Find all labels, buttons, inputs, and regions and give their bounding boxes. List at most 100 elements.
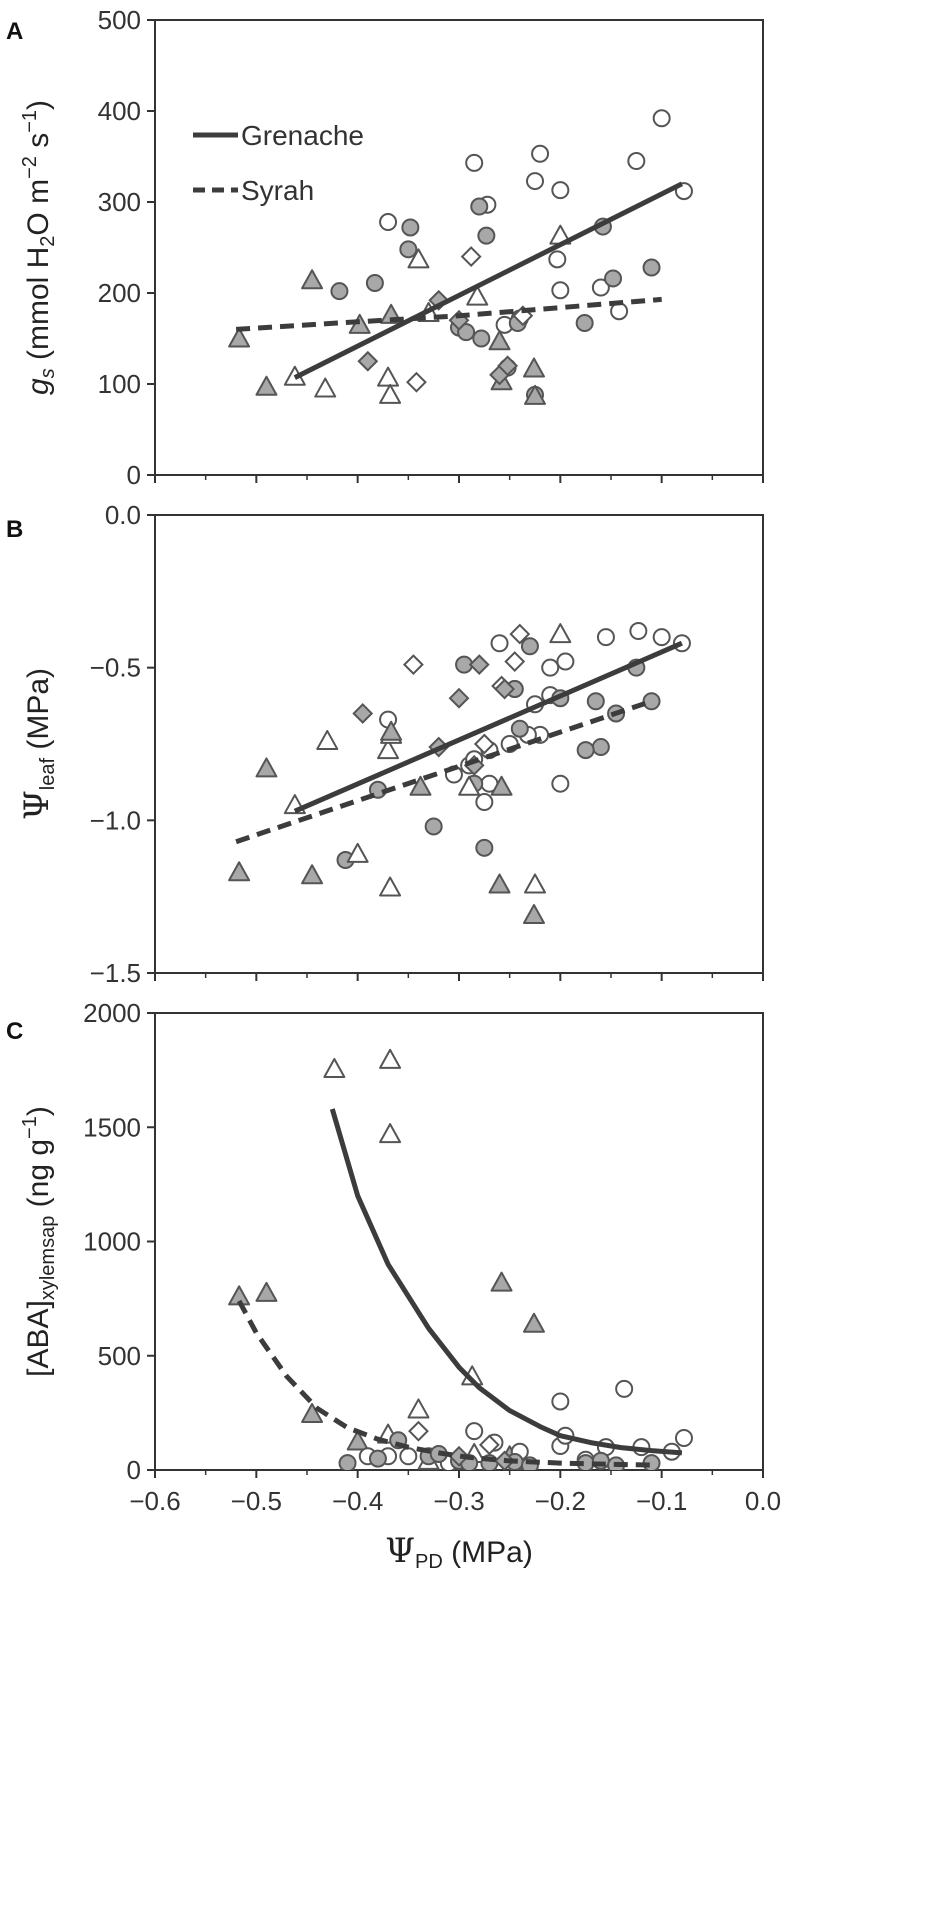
y-axis-title: gs (mmol H2O m−2 s−1) [19, 100, 59, 395]
x-tick-label: −0.2 [535, 1486, 586, 1516]
triangle-marker-gray [301, 269, 324, 290]
grenache-fit-line [293, 640, 683, 814]
x-axis-title: ΨPD (MPa) [385, 1531, 533, 1573]
legend: Grenache Syrah [193, 120, 364, 206]
triangle-marker-gray [228, 861, 251, 882]
circle-marker-gray [586, 692, 605, 711]
diamond-marker-gray [357, 350, 379, 372]
circle-marker-gray [575, 314, 594, 333]
triangle-marker-gray [490, 1271, 513, 1292]
circle-marker-white [551, 281, 570, 300]
triangle-marker-white [458, 775, 481, 796]
circle-marker-white [379, 213, 398, 232]
triangle-marker-gray [522, 357, 545, 378]
diamond-marker-white [504, 651, 526, 672]
y-tick-label: 0.0 [105, 500, 141, 530]
y-tick-label: 2000 [83, 998, 141, 1028]
plot-area [228, 622, 691, 924]
legend-label: Syrah [241, 175, 314, 206]
diamond-marker-white [509, 623, 531, 645]
y-tick-label: 300 [98, 187, 141, 217]
triangle-marker-white [379, 876, 402, 897]
triangle-marker-gray [255, 757, 278, 778]
circle-marker-gray [401, 218, 420, 237]
circle-marker-white [475, 793, 494, 812]
circle-marker-white [596, 628, 615, 647]
circle-marker-white [490, 634, 509, 653]
circle-marker-gray [604, 269, 623, 288]
circle-marker-gray [330, 282, 349, 301]
legend-label: Grenache [241, 120, 364, 151]
grenache-fit-line [293, 181, 684, 380]
x-tick-label: −0.5 [231, 1486, 282, 1516]
circle-marker-gray [338, 1454, 357, 1470]
syrah-fit-line [235, 698, 653, 845]
y-tick-label: 1000 [83, 1227, 141, 1257]
circle-marker-gray [365, 273, 384, 292]
circle-marker-white [652, 628, 671, 647]
triangle-marker-gray [380, 720, 403, 741]
circle-marker-gray [457, 323, 476, 342]
triangle-marker-white [379, 1123, 402, 1144]
circle-marker-white [627, 152, 646, 171]
triangle-marker-gray [228, 327, 251, 348]
plot-frame [154, 514, 764, 974]
triangle-marker-gray [524, 384, 546, 405]
x-tick-label: 0.0 [745, 1486, 781, 1516]
diamond-marker-gray [468, 654, 490, 676]
diamond-marker-white [406, 371, 427, 393]
panel-letter: C [6, 1018, 23, 1045]
triangle-marker-white [466, 285, 489, 306]
triangle-marker-gray [488, 873, 511, 894]
circle-marker-gray [642, 258, 661, 277]
circle-marker-gray [520, 637, 539, 656]
triangle-marker-white [377, 366, 400, 387]
x-tick-label: −0.6 [129, 1486, 180, 1516]
circle-marker-white [465, 153, 484, 172]
diamond-marker-gray [497, 355, 519, 377]
y-tick-label: −0.5 [90, 653, 141, 683]
plot-area [228, 1048, 693, 1470]
circle-marker-white [591, 278, 610, 297]
triangle-marker-white [346, 842, 369, 863]
y-axis-title: Ψleaf (MPa) [17, 668, 59, 820]
panel-a: A 0 100 200 300 400 500 gs (mmol H2O m−2 s−1) Gr… [6, 5, 764, 490]
circle-marker-gray [642, 692, 661, 711]
grenache-fit-line [329, 1108, 683, 1456]
circle-marker-white [551, 1392, 570, 1411]
circle-marker-white [531, 144, 550, 163]
circle-marker-gray [475, 838, 494, 857]
circle-marker-gray [510, 719, 529, 738]
circle-marker-white [615, 1379, 634, 1398]
circle-marker-gray [477, 226, 496, 245]
y-tick-label: 400 [98, 96, 141, 126]
triangle-marker-gray [522, 903, 545, 924]
circle-marker-white [548, 250, 567, 269]
circle-marker-white [556, 652, 575, 671]
circle-marker-white [541, 658, 560, 677]
circle-marker-white [629, 622, 648, 641]
panel-letter: B [6, 516, 23, 543]
circle-marker-white [551, 181, 570, 200]
circle-marker-gray [576, 741, 595, 760]
plot-area [228, 109, 693, 405]
y-tick-label: 0 [127, 1455, 141, 1485]
circle-marker-white [465, 1422, 484, 1441]
diamond-marker-gray [352, 703, 374, 724]
circle-marker-white [674, 1429, 693, 1448]
triangle-marker-gray [346, 1430, 369, 1451]
y-axis-title: [ABA]xylemsap (ng g−1) [19, 1106, 59, 1377]
diamond-marker-gray [448, 687, 470, 709]
triangle-marker-white [316, 729, 339, 750]
circle-marker-gray [399, 240, 418, 259]
circle-marker-white [399, 1447, 418, 1466]
triangle-marker-white [407, 248, 430, 269]
panel-b: B −1.5 −1.0 −0.5 0.0 Ψleaf (MPa) [6, 500, 764, 988]
diamond-marker-gray [494, 678, 516, 700]
x-tick-label: −0.3 [433, 1486, 484, 1516]
y-tick-label: 0 [127, 460, 141, 490]
circle-marker-gray [368, 1449, 387, 1468]
circle-marker-white [551, 774, 570, 793]
circle-marker-gray [591, 738, 610, 757]
